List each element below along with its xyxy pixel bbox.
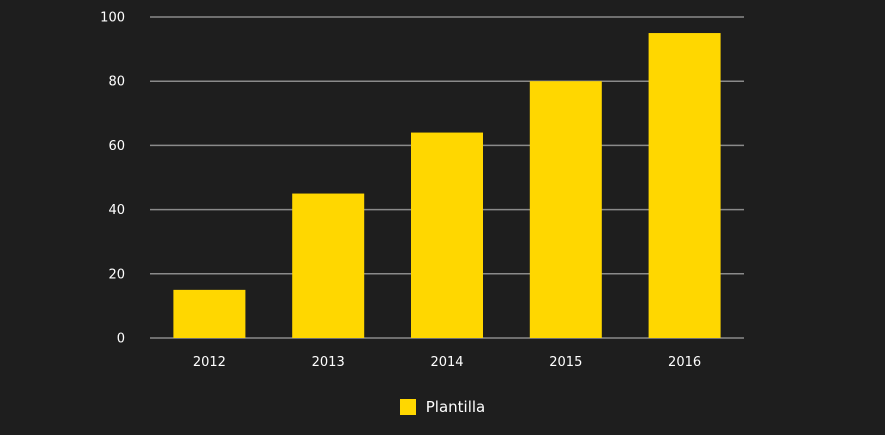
y-tick-label: 20 xyxy=(108,267,125,282)
x-axis-ticks: 2012 2013 2014 2015 2016 xyxy=(193,355,701,370)
bar xyxy=(529,81,602,338)
y-tick-label: 80 xyxy=(108,75,125,90)
bar xyxy=(173,289,246,338)
bar xyxy=(411,132,483,338)
bars xyxy=(173,33,721,339)
x-tick-label: 2015 xyxy=(549,355,582,370)
bar xyxy=(292,193,365,338)
legend: Plantilla xyxy=(0,398,885,416)
x-tick-label: 2016 xyxy=(668,355,701,370)
y-tick-label: 60 xyxy=(108,139,125,154)
y-tick-label: 100 xyxy=(100,11,125,26)
bar xyxy=(648,33,721,339)
legend-label: Plantilla xyxy=(425,398,486,416)
x-tick-label: 2014 xyxy=(430,355,463,370)
y-axis-ticks: 0 20 40 60 80 100 xyxy=(100,11,125,347)
x-tick-label: 2012 xyxy=(193,355,226,370)
y-tick-label: 0 xyxy=(117,332,125,347)
legend-swatch xyxy=(399,399,416,415)
y-tick-label: 40 xyxy=(108,203,125,218)
x-tick-label: 2013 xyxy=(312,355,345,370)
